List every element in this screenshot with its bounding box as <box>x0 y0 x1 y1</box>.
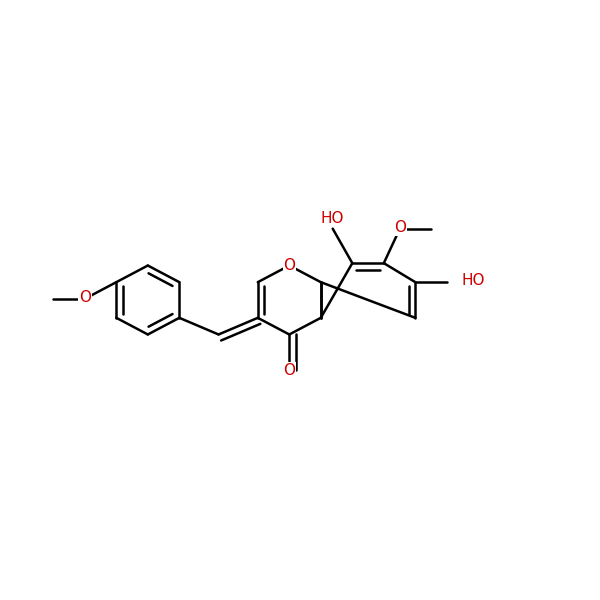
Text: O: O <box>79 290 91 305</box>
Text: O: O <box>283 258 295 273</box>
Text: HO: HO <box>321 211 344 226</box>
Text: O: O <box>283 362 295 377</box>
Text: O: O <box>394 220 406 235</box>
Text: HO: HO <box>461 274 485 289</box>
